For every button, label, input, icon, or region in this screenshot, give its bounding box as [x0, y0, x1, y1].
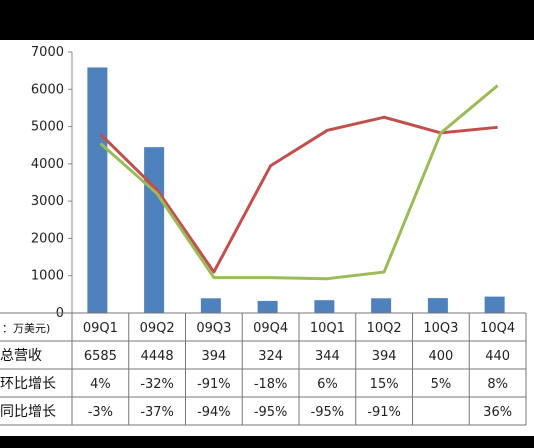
table-cell: 400 [428, 349, 453, 364]
table-cell: -91% [367, 405, 401, 420]
line-series-1 [99, 115, 498, 274]
table-row-label: 总营收 [0, 348, 42, 364]
bar-series [87, 67, 505, 313]
x-tick-label: 09Q3 [196, 321, 231, 336]
table-cell: 394 [201, 349, 226, 364]
bar-09Q4 [257, 300, 278, 313]
line-series-2 [99, 84, 499, 281]
table-cell: -95% [311, 405, 345, 420]
table-cell: 324 [258, 349, 283, 364]
table-cell: 4% [90, 377, 111, 392]
chart-panel: 0 1000 2000 3000 4000 5000 6000 7000 ：万美元) 09Q1 0… [0, 40, 534, 436]
table-cell: 8% [487, 377, 508, 392]
bar-10Q4 [484, 296, 505, 313]
bar-10Q1 [314, 300, 335, 313]
table-cell: 394 [372, 349, 397, 364]
x-tick-label: 10Q4 [480, 321, 515, 336]
table-row-label: 同比增长 [0, 404, 56, 420]
y-tick-label: 6000 [31, 82, 64, 97]
table-row-label: 环比增长 [0, 376, 56, 392]
bar-09Q3 [200, 298, 221, 313]
x-tick-label: 10Q3 [423, 321, 458, 336]
y-tick-label: 4000 [31, 157, 64, 172]
table-cell: -94% [197, 405, 231, 420]
x-tick-label: 09Q4 [253, 321, 288, 336]
table-cell: 4448 [141, 349, 174, 364]
data-table: ：万美元) 09Q1 09Q2 09Q3 09Q4 10Q1 10Q2 10Q3 10Q4 总营收… [0, 312, 527, 426]
x-tick-label: 10Q2 [367, 321, 402, 336]
table-cell: -91% [197, 377, 231, 392]
table-cell: 5% [431, 377, 452, 392]
line-series-group [99, 84, 499, 281]
table-cell: -18% [254, 377, 288, 392]
table-cell: -32% [140, 377, 174, 392]
x-tick-label: 09Q2 [140, 321, 175, 336]
x-tick-label: 10Q1 [310, 321, 345, 336]
table-cell: -3% [88, 405, 113, 420]
bar-09Q1 [87, 67, 108, 313]
y-tick-label: 1000 [31, 269, 64, 284]
unit-label: ：万美元) [2, 322, 50, 335]
y-tick-label: 5000 [31, 120, 64, 135]
y-tick-label: 2000 [31, 231, 64, 246]
bar-10Q3 [427, 298, 448, 313]
table-cell: -95% [254, 405, 288, 420]
chart-axes [71, 52, 526, 314]
table-cell: 36% [483, 405, 512, 420]
y-tick-label: 3000 [31, 194, 64, 209]
table-cell: 440 [485, 349, 510, 364]
bar-10Q2 [371, 298, 392, 313]
bar-09Q2 [144, 147, 165, 313]
y-tick-label: 7000 [31, 45, 64, 60]
x-tick-label: 09Q1 [83, 321, 118, 336]
table-cell: 15% [370, 377, 399, 392]
table-cell: 6585 [84, 349, 117, 364]
table-cell: 6% [317, 377, 338, 392]
table-cell: 344 [315, 349, 340, 364]
table-cell: -37% [140, 405, 174, 420]
